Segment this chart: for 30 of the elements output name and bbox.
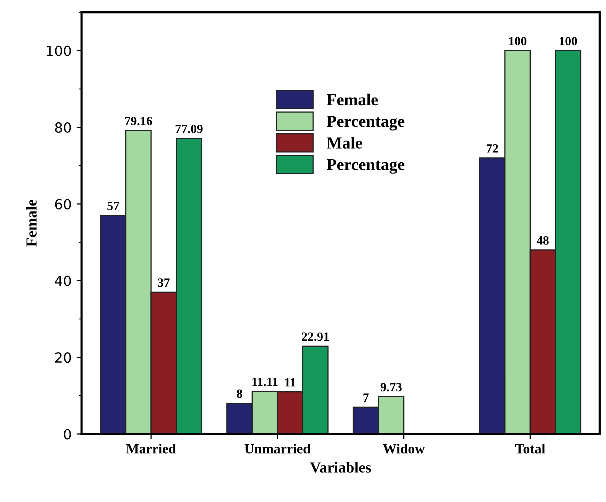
- x-tick-label: Unmarried: [244, 444, 311, 454]
- data-label: 48: [536, 236, 549, 245]
- y-tick-label: 40: [55, 276, 72, 286]
- data-label: 7: [364, 394, 369, 402]
- legend-label: Percentage: [326, 159, 405, 174]
- y-tick-label: 80: [55, 122, 72, 134]
- data-label: 9.73: [380, 383, 402, 392]
- y-tick-label: 0: [64, 429, 72, 440]
- legend-label: Male: [326, 137, 362, 149]
- legend-label: Percentage: [326, 116, 405, 131]
- data-label: 11: [285, 378, 296, 387]
- x-tick-label: Married: [126, 444, 176, 454]
- data-label: 57: [108, 202, 120, 210]
- data-label: 79.16: [125, 117, 152, 126]
- data-label: 22.91: [302, 332, 330, 342]
- data-label: 77.09: [176, 124, 203, 134]
- data-label: 100: [509, 37, 527, 46]
- data-label: 37: [158, 278, 170, 288]
- data-label: 100: [560, 37, 578, 46]
- x-tick-label: Widow: [383, 444, 426, 454]
- y-axis-title: Female: [26, 200, 37, 247]
- x-tick-label: Total: [515, 444, 546, 454]
- y-tick-label: 20: [55, 352, 72, 364]
- data-label: 8: [237, 390, 242, 398]
- data-label: 11.11: [252, 378, 278, 386]
- y-tick-label: 60: [55, 199, 72, 210]
- legend-label: Female: [326, 94, 378, 106]
- x-axis-title: Variables: [310, 462, 372, 473]
- data-label: 72: [486, 144, 498, 153]
- y-tick-label: 100: [47, 46, 72, 56]
